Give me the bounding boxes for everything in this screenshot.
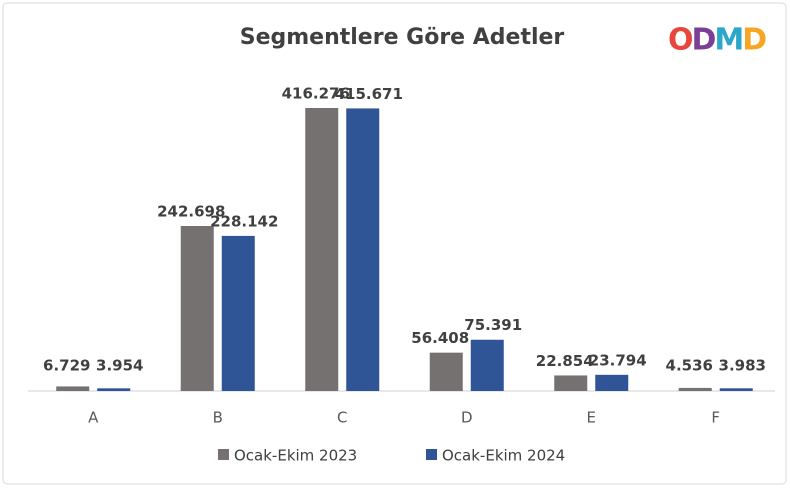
x-tick-label: D [461, 409, 473, 427]
x-tick-label: B [213, 409, 223, 427]
value-label: 3.954 [96, 357, 143, 375]
bar [678, 387, 712, 391]
bar [97, 388, 131, 391]
value-label: 22.854 [536, 352, 594, 370]
x-tick-label: C [337, 409, 347, 427]
logo: ODMD [668, 23, 766, 58]
bar [719, 388, 753, 391]
value-label: 4.536 [666, 357, 713, 375]
value-label: 242.698 [157, 203, 225, 221]
legend-label: Ocak-Ekim 2024 [442, 447, 565, 465]
bar [56, 386, 90, 391]
legend-label: Ocak-Ekim 2023 [234, 447, 357, 465]
value-label: 415.671 [335, 85, 403, 103]
value-label: 6.729 [43, 357, 90, 375]
value-label: 56.408 [411, 329, 469, 347]
bar [470, 339, 504, 391]
x-tick-label: E [587, 409, 596, 427]
value-label: 23.794 [589, 351, 647, 369]
legend-swatch [426, 449, 437, 460]
bar [180, 226, 214, 391]
legend-swatch [218, 449, 229, 460]
bar [429, 352, 463, 391]
bar [346, 108, 380, 391]
chart-title: Segmentlere Göre Adetler [240, 25, 565, 50]
bar [595, 374, 629, 391]
bar [221, 235, 255, 391]
value-label: 75.391 [464, 316, 522, 334]
x-tick-label: F [711, 409, 720, 427]
value-label: 3.983 [719, 357, 766, 375]
bar [305, 108, 339, 391]
value-label: 228.142 [210, 212, 278, 230]
x-tick-label: A [88, 409, 99, 427]
value-label: 416.276 [282, 85, 350, 103]
bar [554, 375, 588, 391]
